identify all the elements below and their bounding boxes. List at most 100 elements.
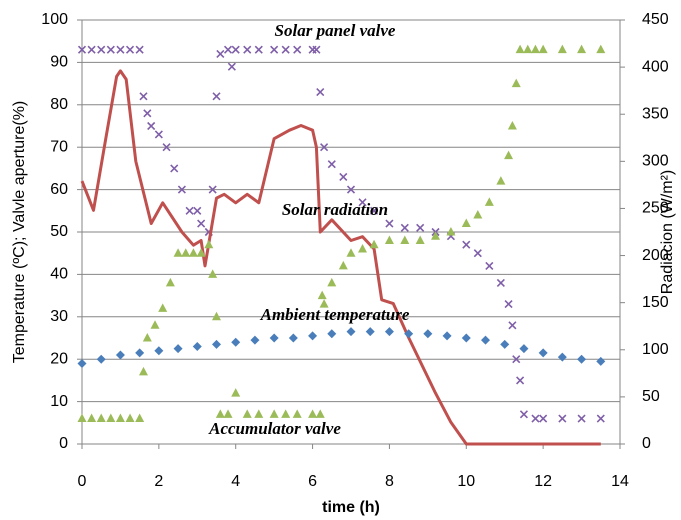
triangle-marker — [431, 231, 441, 240]
diamond-marker — [538, 348, 548, 358]
y2-tick-label: 250 — [642, 200, 669, 217]
x-marker — [143, 109, 152, 118]
x-marker — [508, 321, 517, 330]
y-tick-label: 90 — [50, 54, 68, 71]
triangle-marker — [125, 413, 135, 423]
triangle-marker — [446, 227, 456, 236]
y-tick-label: 50 — [50, 223, 68, 240]
diamond-marker — [135, 348, 145, 358]
x-marker — [512, 355, 521, 364]
diamond-marker — [557, 352, 567, 362]
y2-tick-label: 100 — [642, 341, 669, 358]
triangle-marker — [173, 248, 183, 257]
triangle-marker — [181, 248, 191, 257]
y2-tick-label: 400 — [642, 58, 669, 75]
diamond-marker — [154, 346, 164, 356]
triangle-marker — [142, 333, 152, 342]
y-tick-label: 30 — [50, 308, 68, 325]
y2-axis-title: Radiacion (W/m²) — [659, 170, 676, 294]
x-axis-title: time (h) — [322, 499, 380, 516]
diamond-marker — [404, 329, 414, 339]
triangle-marker — [308, 409, 318, 418]
triangle-marker — [327, 277, 337, 287]
diamond-marker — [192, 341, 202, 351]
x-marker — [519, 410, 528, 419]
y2-tick-label: 350 — [642, 105, 669, 122]
x-marker — [185, 206, 194, 215]
diamond-marker — [519, 344, 529, 354]
triangle-marker — [400, 235, 410, 244]
x-marker — [596, 414, 605, 423]
triangle-marker — [557, 44, 567, 54]
triangle-marker — [415, 235, 425, 244]
triangle-marker — [96, 413, 106, 423]
triangle-marker — [577, 44, 587, 54]
triangle-marker — [231, 388, 241, 397]
triangle-marker — [138, 366, 148, 376]
diamond-marker — [327, 329, 337, 339]
y2-tick-label: 50 — [642, 388, 660, 405]
triangle-marker — [511, 78, 521, 88]
diamond-marker — [96, 354, 106, 364]
y-tick-label: 10 — [50, 393, 68, 410]
x-marker — [116, 45, 125, 54]
y-axis-title: Temperature (ºC); Valvle aperture(%) — [11, 101, 28, 364]
triangle-marker — [338, 260, 348, 270]
x-marker — [193, 206, 202, 215]
triangle-marker — [115, 413, 125, 423]
x-marker — [320, 143, 329, 152]
triangle-marker — [242, 409, 252, 418]
y-tick-label: 40 — [50, 266, 68, 283]
x-marker — [154, 130, 163, 139]
y2-tick-label: 200 — [642, 247, 669, 264]
diamond-marker — [288, 333, 298, 343]
triangle-marker — [150, 320, 160, 329]
x-marker — [473, 249, 482, 258]
x-marker — [385, 219, 394, 228]
x-tick-label: 6 — [308, 473, 317, 490]
triangle-marker — [473, 210, 483, 219]
x-tick-label: 10 — [457, 473, 475, 490]
diamond-marker — [481, 335, 490, 345]
x-marker — [358, 198, 367, 207]
x-marker — [177, 185, 186, 194]
triangle-marker — [212, 311, 221, 321]
triangle-marker — [384, 235, 394, 244]
triangle-marker — [77, 413, 87, 423]
x-marker — [293, 45, 302, 54]
triangle-marker — [496, 176, 506, 185]
x-marker — [316, 88, 325, 97]
x-tick-label: 12 — [534, 473, 552, 490]
triangle-marker — [504, 150, 514, 160]
y2-tick-label: 0 — [642, 435, 651, 452]
diamond-marker — [346, 327, 356, 337]
diamond-marker — [596, 356, 606, 366]
x-tick-label: 8 — [385, 473, 394, 490]
diamond-marker — [308, 331, 318, 341]
triangle-marker — [223, 409, 233, 418]
x-marker — [462, 240, 471, 249]
x-marker — [243, 45, 252, 54]
x-marker — [270, 45, 279, 54]
series-label: Ambient temperature — [260, 305, 410, 324]
x-marker — [216, 49, 225, 58]
diamond-marker — [423, 329, 433, 339]
x-marker — [170, 164, 179, 173]
triangle-marker — [87, 413, 97, 423]
x-marker — [531, 414, 540, 423]
x-marker — [87, 45, 96, 54]
triangle-marker — [538, 44, 548, 54]
triangle-marker — [596, 44, 606, 54]
triangle-marker — [523, 44, 533, 54]
diamond-marker — [231, 337, 241, 347]
x-marker — [208, 185, 217, 194]
x-marker — [77, 45, 87, 54]
triangle-marker — [292, 409, 302, 418]
y-tick-label: 80 — [50, 96, 68, 113]
triangle-marker — [269, 409, 279, 418]
triangle-marker — [515, 44, 525, 54]
x-tick-label: 4 — [231, 473, 240, 490]
triangle-marker — [215, 409, 225, 418]
triangle-marker — [204, 239, 214, 249]
series-label: Solar panel valve — [275, 21, 396, 40]
